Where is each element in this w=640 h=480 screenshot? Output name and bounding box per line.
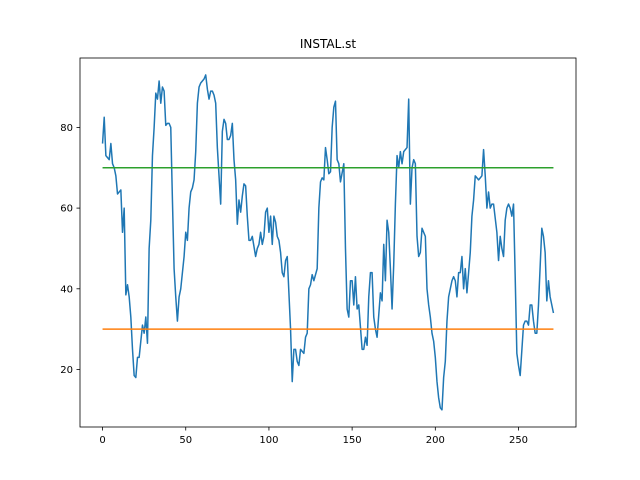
series-line — [101, 74, 555, 411]
y-tick-label: 60 — [60, 204, 73, 215]
x-tick-label: 250 — [509, 435, 528, 446]
axes-frame — [79, 57, 577, 428]
x-tick-label: 150 — [343, 435, 362, 446]
x-tick-label: 100 — [259, 435, 278, 446]
y-tick-label: 20 — [60, 365, 73, 376]
chart-title: INSTAL.st — [300, 37, 356, 51]
x-tick-label: 0 — [99, 435, 105, 446]
y-tick-label: 80 — [60, 123, 73, 134]
y-tick-label: 40 — [60, 284, 73, 295]
x-tick-label: 200 — [426, 435, 445, 446]
x-tick-label: 50 — [179, 435, 192, 446]
